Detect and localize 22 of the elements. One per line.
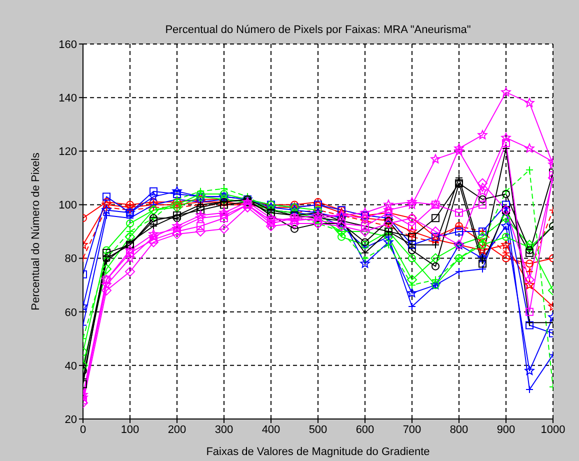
x-tick-label: 0 [80,424,86,436]
y-tick-label: 20 [64,414,77,426]
x-tick-label: 700 [402,424,422,436]
x-tick-label: 1000 [540,424,566,436]
x-tick-label: 100 [120,424,140,436]
chart-title: Percentual do Número de Pixels por Faixas: MRA "Aneurisma" [164,24,472,36]
x-tick-label: 900 [496,424,516,436]
y-tick-label: 60 [64,306,77,319]
y-axis-title: Percentual do Número de Pixels [30,152,42,310]
y-tick-label: 40 [64,360,77,372]
y-tick-label: 120 [58,146,77,158]
y-tick-label: 80 [64,253,77,266]
x-tick-label: 800 [450,424,468,436]
x-tick-label: 300 [214,424,234,436]
y-tick-label: 160 [58,38,77,51]
x-axis-title: Faixas de Valores de Magnitude do Gradiente [205,446,431,459]
y-tick-label: 100 [58,200,77,212]
x-tick-label: 500 [308,424,328,436]
x-tick-label: 400 [262,424,280,436]
x-tick-label: 600 [356,424,374,436]
y-tick-label: 140 [58,92,77,104]
x-tick-label: 200 [168,424,186,436]
